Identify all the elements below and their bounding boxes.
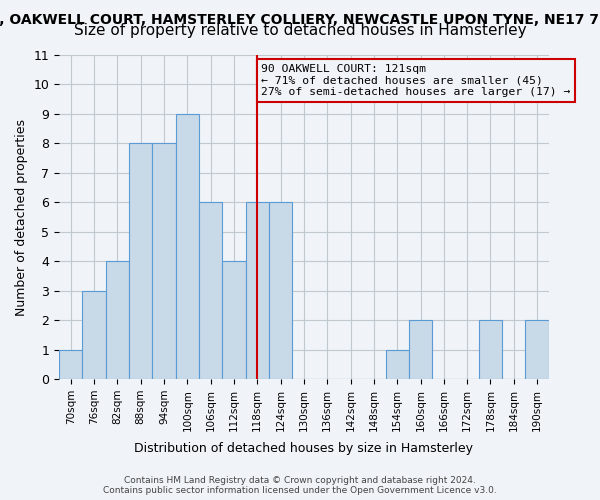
Bar [129,144,152,379]
Bar [269,202,292,379]
Bar [152,144,176,379]
Text: 90, OAKWELL COURT, HAMSTERLEY COLLIERY, NEWCASTLE UPON TYNE, NE17 7BE: 90, OAKWELL COURT, HAMSTERLEY COLLIERY, … [0,12,600,26]
Bar [199,202,223,379]
Text: Contains HM Land Registry data © Crown copyright and database right 2024.
Contai: Contains HM Land Registry data © Crown c… [103,476,497,495]
Y-axis label: Number of detached properties: Number of detached properties [15,118,28,316]
Bar [479,320,502,379]
Bar [106,261,129,379]
Bar [223,261,245,379]
Bar [82,290,106,379]
X-axis label: Distribution of detached houses by size in Hamsterley: Distribution of detached houses by size … [134,442,473,455]
Text: Size of property relative to detached houses in Hamsterley: Size of property relative to detached ho… [74,22,526,38]
Bar [245,202,269,379]
Bar [386,350,409,379]
Bar [409,320,432,379]
Bar [526,320,549,379]
Text: 90 OAKWELL COURT: 121sqm
← 71% of detached houses are smaller (45)
27% of semi-d: 90 OAKWELL COURT: 121sqm ← 71% of detach… [261,64,571,97]
Bar [59,350,82,379]
Bar [176,114,199,379]
